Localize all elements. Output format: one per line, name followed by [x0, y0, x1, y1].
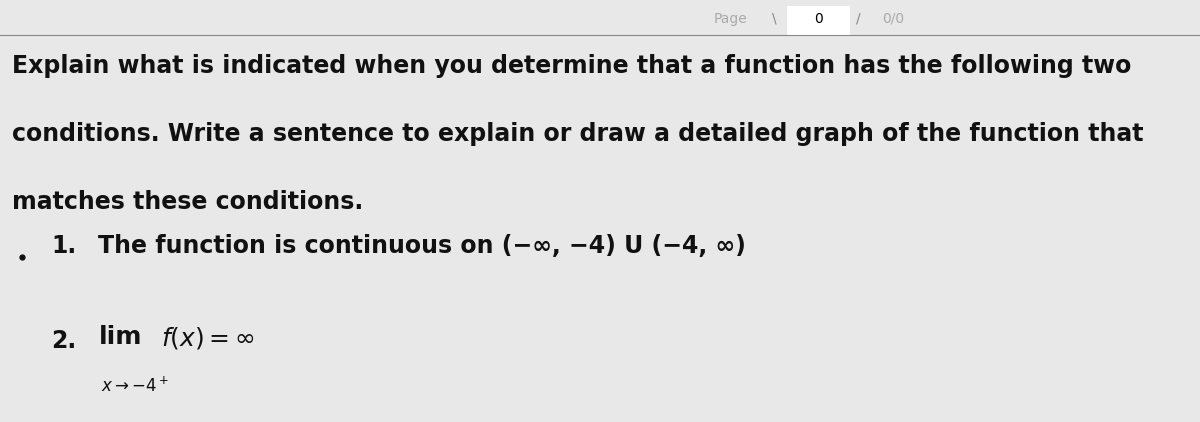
Text: Page: Page — [714, 12, 748, 26]
Text: 0: 0 — [814, 12, 823, 26]
Text: 2.: 2. — [52, 329, 77, 353]
Text: $x{\to}{-}4^+$: $x{\to}{-}4^+$ — [101, 376, 169, 396]
Text: 1.: 1. — [52, 234, 77, 258]
Text: The function is continuous on (−∞, −4) U (−4, ∞): The function is continuous on (−∞, −4) U… — [98, 234, 746, 258]
Text: 0/0: 0/0 — [882, 12, 904, 26]
Text: matches these conditions.: matches these conditions. — [12, 190, 364, 214]
Text: conditions. Write a sentence to explain or draw a detailed graph of the function: conditions. Write a sentence to explain … — [12, 122, 1144, 146]
Text: /: / — [856, 12, 860, 26]
Text: lim: lim — [98, 325, 142, 349]
Text: Explain what is indicated when you determine that a function has the following t: Explain what is indicated when you deter… — [12, 54, 1132, 78]
Text: $f(x) = \infty$: $f(x) = \infty$ — [161, 325, 254, 351]
FancyBboxPatch shape — [787, 6, 850, 36]
Text: \: \ — [772, 12, 776, 26]
